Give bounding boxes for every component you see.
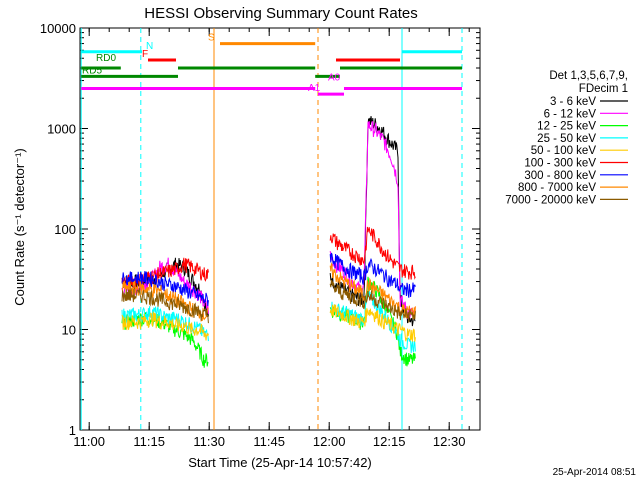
plot-area: 1 10 100 1000 10000 11:00 11:15 11:30 11:45 12:00…: [40, 21, 481, 449]
legend-title-line-2: FDecim 1: [579, 83, 628, 95]
legend-entry-label: 12 - 25 keV: [537, 121, 596, 133]
x-tick-label: 11:15: [133, 434, 165, 449]
legend-entry-label: 7000 - 20000 keV: [505, 194, 596, 206]
flag-label-f: F: [142, 49, 148, 60]
legend-entry-label: 3 - 6 keV: [550, 96, 596, 108]
legend-entry-label: 25 - 50 keV: [537, 133, 596, 145]
y-tick-label: 1: [69, 423, 76, 438]
x-tick-label: 12:00: [313, 434, 346, 449]
flag-label-rd5: RD5: [82, 65, 102, 76]
y-axis-label: Count Rate (s⁻¹ detector⁻¹): [12, 148, 27, 306]
y-tick-label: 1000: [47, 122, 76, 137]
series-line: [121, 304, 416, 342]
x-tick-label: 11:00: [73, 434, 105, 449]
legend-entry-label: 6 - 12 keV: [544, 108, 597, 120]
series-line: [121, 279, 416, 324]
x-tick-label: 11:45: [253, 434, 285, 449]
x-axis-label: Start Time (25-Apr-14 10:57:42): [188, 455, 372, 470]
flag-label-a1: A1: [308, 83, 321, 94]
timestamp-label: 25-Apr-2014 08:51: [553, 467, 637, 478]
flag-label-rd0: RD0: [96, 53, 116, 64]
legend-entry-label: 50 - 100 keV: [531, 145, 597, 157]
flag-label-n: N: [146, 41, 153, 52]
x-tick-label: 12:30: [433, 434, 466, 449]
y-tick-label: 10000: [40, 21, 76, 36]
x-tick-label: 12:15: [373, 434, 406, 449]
legend-entry-label: 800 - 7000 keV: [518, 182, 596, 194]
x-tick-label: 11:30: [193, 434, 225, 449]
flag-label-s: S: [208, 33, 215, 44]
legend-entry-label: 100 - 300 keV: [524, 158, 596, 170]
flag-label-a0: A0: [328, 73, 341, 84]
y-tick-label: 10: [62, 323, 76, 338]
chart-title: HESSI Observing Summary Count Rates: [144, 5, 417, 22]
series-line: [121, 252, 416, 306]
legend-title-line-1: Det 1,3,5,6,7,9,: [549, 70, 628, 82]
legend-entry-label: 300 - 800 keV: [524, 170, 596, 182]
y-tick-label: 100: [54, 222, 76, 237]
